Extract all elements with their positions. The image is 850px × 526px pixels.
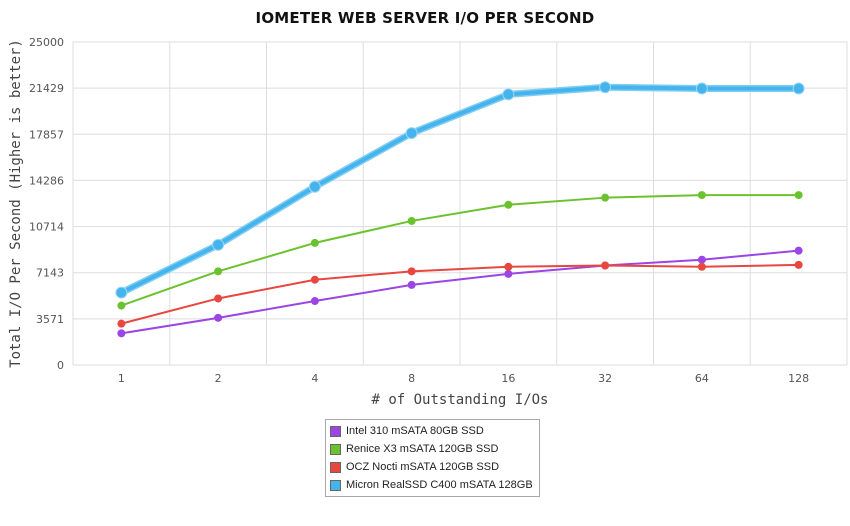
data-point — [695, 82, 708, 95]
data-point — [407, 267, 416, 276]
legend-label: Intel 310 mSATA 80GB SSD — [346, 425, 484, 437]
y-tick-label: 21429 — [29, 82, 64, 95]
data-point — [502, 88, 515, 101]
data-point — [407, 280, 416, 289]
series-2 — [117, 191, 803, 310]
legend-swatch — [330, 425, 341, 437]
data-point — [601, 193, 610, 202]
data-point — [214, 313, 223, 322]
legend-item: OCZ Nocti mSATA 120GB SSD — [330, 458, 535, 476]
legend-label: Renice X3 mSATA 120GB SSD — [346, 443, 499, 455]
data-point — [117, 301, 126, 310]
data-point — [214, 267, 223, 276]
data-point — [504, 269, 513, 278]
data-point — [794, 191, 803, 200]
x-tick-label: 4 — [311, 372, 318, 385]
data-point — [310, 275, 319, 284]
data-point — [310, 238, 319, 247]
y-tick-label: 17857 — [29, 128, 64, 141]
chart-title: IOMETER WEB SERVER I/O PER SECOND — [255, 9, 595, 27]
data-point — [214, 294, 223, 303]
y-tick-label: 25000 — [29, 36, 64, 49]
legend-swatch — [330, 479, 341, 491]
data-point — [310, 297, 319, 306]
data-point — [794, 260, 803, 269]
legend-item: Micron RealSSD C400 mSATA 128GB — [330, 476, 535, 494]
data-point — [405, 127, 418, 140]
legend-label: Micron RealSSD C400 mSATA 128GB — [346, 479, 533, 491]
series-line — [121, 194, 799, 307]
series-line — [121, 249, 799, 335]
data-point — [504, 200, 513, 209]
data-point — [117, 319, 126, 328]
data-point — [407, 216, 416, 225]
data-point — [794, 246, 803, 255]
x-tick-label: 2 — [215, 372, 222, 385]
data-point — [212, 238, 225, 251]
data-point — [601, 261, 610, 270]
axis-labels: 0 3571 7143 10714 14286 17857 21429 25000 1 2 4 8 16… — [29, 36, 809, 385]
y-tick-label: 14286 — [29, 174, 64, 187]
legend-label: OCZ Nocti mSATA 120GB SSD — [346, 461, 500, 473]
series-3 — [117, 260, 803, 328]
series-line — [121, 263, 799, 325]
y-tick-label: 7143 — [36, 267, 64, 280]
series-lines — [115, 81, 805, 338]
y-tick-label: 10714 — [29, 221, 64, 234]
x-tick-label: 8 — [408, 372, 415, 385]
data-point — [697, 262, 706, 271]
data-point — [504, 262, 513, 271]
series-line — [120, 85, 799, 295]
x-tick-label: 128 — [788, 372, 809, 385]
legend-swatch — [330, 443, 341, 455]
data-point — [117, 329, 126, 338]
x-tick-label: 32 — [598, 372, 612, 385]
legend-swatch — [330, 461, 341, 473]
data-point — [792, 82, 805, 95]
legend-item: Renice X3 mSATA 120GB SSD — [330, 440, 535, 458]
series-4 — [115, 81, 805, 299]
y-tick-label: 3571 — [36, 313, 64, 326]
legend: Intel 310 mSATA 80GB SSD Renice X3 mSATA … — [325, 419, 540, 497]
x-tick-label: 1 — [118, 372, 125, 385]
data-point — [308, 180, 321, 193]
data-point — [697, 255, 706, 264]
data-point — [115, 286, 128, 299]
y-tick-label: 0 — [57, 359, 64, 372]
data-point — [599, 81, 612, 94]
x-tick-label: 16 — [501, 372, 515, 385]
data-point — [697, 191, 706, 200]
y-axis-title: Total I/O Per Second (Higher is better) — [8, 39, 24, 368]
x-axis-title: # of Outstanding I/Os — [371, 392, 548, 408]
legend-item: Intel 310 mSATA 80GB SSD — [330, 422, 535, 440]
x-tick-label: 64 — [695, 372, 709, 385]
